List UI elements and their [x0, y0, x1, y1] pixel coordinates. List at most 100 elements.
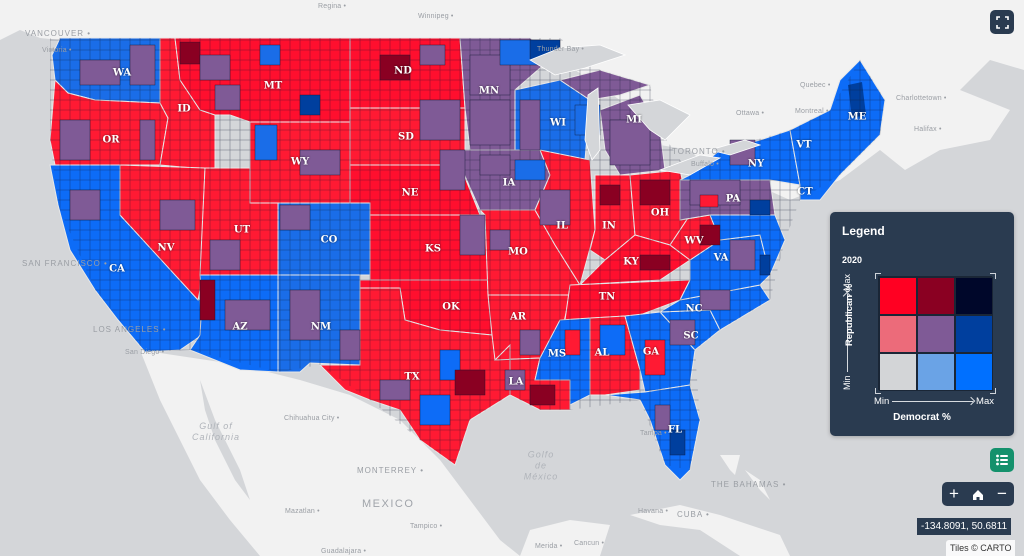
list-icon [996, 454, 1008, 466]
county-patches [59, 39, 771, 456]
water-label: Golfo de México [523, 449, 559, 482]
state-label-co: CO [320, 234, 338, 246]
state-label-ky: KY [623, 256, 639, 268]
x-min-label: Min [874, 396, 890, 407]
grid-corner-mark [875, 273, 881, 279]
state-label-me: ME [847, 111, 867, 123]
state-label-nv: NV [157, 242, 175, 254]
state-label-mn: MN [478, 85, 500, 97]
x-axis-arrow [892, 401, 974, 402]
state-label-wi: WI [550, 117, 566, 129]
place-label: Halifax • [914, 126, 942, 133]
place-label: Buffalo • [691, 161, 719, 168]
state-label-ca: CA [109, 263, 125, 275]
place-label: MONTERREY • [357, 466, 424, 475]
state-label-al: AL [594, 347, 610, 359]
state-label-nd: ND [394, 65, 412, 77]
fullscreen-button[interactable] [990, 10, 1014, 34]
state-label-ct: CT [797, 186, 813, 198]
place-label: VANCOUVER • [25, 29, 92, 38]
place-label: CUBA • [677, 510, 710, 519]
place-label: Cancun • [574, 540, 605, 547]
fullscreen-icon [995, 15, 1009, 29]
grid-corner-mark [990, 273, 996, 279]
zoom-in-button[interactable]: + [949, 484, 959, 503]
y-axis-title: Republican % [844, 283, 855, 347]
grid-corner-mark [990, 388, 996, 394]
state-label-tn: TN [598, 291, 616, 303]
state-label-oh: OH [650, 207, 670, 219]
home-icon [973, 489, 983, 500]
state-label-va: VA [713, 252, 729, 264]
place-label: Regina • [318, 3, 347, 10]
great-lakes [529, 44, 762, 176]
legend-cell-r2-c0 [879, 353, 917, 391]
place-label: Chihuahua City • [284, 415, 340, 422]
place-label: Havana • [638, 508, 669, 515]
home-button[interactable] [967, 483, 989, 505]
legend-cell-r0-c2 [955, 277, 993, 315]
legend-cell-r1-c2 [955, 315, 993, 353]
state-label-wv: WV [684, 235, 704, 247]
legend-cell-r1-c1 [917, 315, 955, 353]
x-max-label: Max [976, 396, 994, 407]
cursor-coordinates: -134.8091, 50.6811 [917, 518, 1012, 535]
state-label-fl: FL [667, 424, 683, 436]
state-label-id: ID [177, 103, 191, 115]
place-label: Merida • [535, 543, 563, 550]
place-label: LOS ANGELES • [93, 325, 167, 334]
place-label: MEXICO [362, 498, 415, 510]
legend-cell-r2-c2 [955, 353, 993, 391]
state-label-pa: PA [725, 193, 741, 205]
place-label: SAN FRANCISCO • [22, 259, 108, 268]
state-label-nm: NM [310, 321, 332, 333]
state-label-nc: NC [685, 303, 703, 315]
legend-toggle-button[interactable] [990, 448, 1014, 472]
place-label: Guadalajara • [321, 548, 367, 555]
place-label: Ottawa • [736, 110, 765, 117]
bivariate-color-grid [878, 276, 993, 391]
state-label-ms: MS [547, 348, 567, 360]
state-label-sc: SC [683, 330, 699, 342]
state-label-la: LA [508, 376, 524, 388]
place-label: Thunder Bay • [537, 46, 585, 53]
water-label: Gulf of California [191, 421, 241, 442]
state-label-mi: MI [626, 114, 642, 126]
state-label-ar: AR [509, 311, 527, 323]
state-label-az: AZ [232, 321, 248, 333]
place-label: Mazatlan • [285, 508, 320, 515]
zoom-out-button[interactable]: − [997, 484, 1007, 503]
legend-title: Legend [842, 224, 885, 238]
legend-cell-r0-c0 [879, 277, 917, 315]
place-label: Tampa • [640, 430, 667, 437]
state-label-wy: WY [290, 156, 310, 168]
state-label-ut: UT [233, 224, 251, 236]
place-label: THE BAHAMAS • [711, 480, 787, 489]
state-label-vt: VT [796, 139, 812, 151]
state-label-ny: NY [747, 158, 765, 170]
tiles-attribution[interactable]: Tiles © CARTO [946, 540, 1016, 556]
state-label-or: OR [102, 134, 120, 146]
legend-cell-r0-c1 [917, 277, 955, 315]
state-label-mo: MO [508, 246, 528, 258]
state-label-ok: OK [442, 301, 460, 313]
place-label: Tampico • [410, 523, 443, 530]
state-label-ks: KS [425, 243, 441, 255]
state-label-il: IL [556, 220, 568, 232]
legend-cell-r2-c1 [917, 353, 955, 391]
legend-cell-r1-c0 [879, 315, 917, 353]
state-label-wa: WA [112, 67, 132, 79]
legend-year: 2020 [842, 255, 863, 265]
state-label-ne: NE [401, 187, 419, 199]
state-label-in: IN [602, 220, 616, 232]
state-label-ga: GA [642, 346, 660, 358]
place-label: Montreal • [795, 108, 829, 115]
place-label: Quebec • [800, 82, 831, 89]
state-label-tx: TX [404, 371, 420, 383]
state-label-mt: MT [263, 80, 283, 92]
place-label: TORONTO • [672, 147, 726, 156]
legend-x-axis: Min Max [874, 396, 994, 407]
legend-panel: Legend 2020 Min Max Republican % Min Max… [830, 212, 1014, 436]
grid-corner-mark [875, 388, 881, 394]
